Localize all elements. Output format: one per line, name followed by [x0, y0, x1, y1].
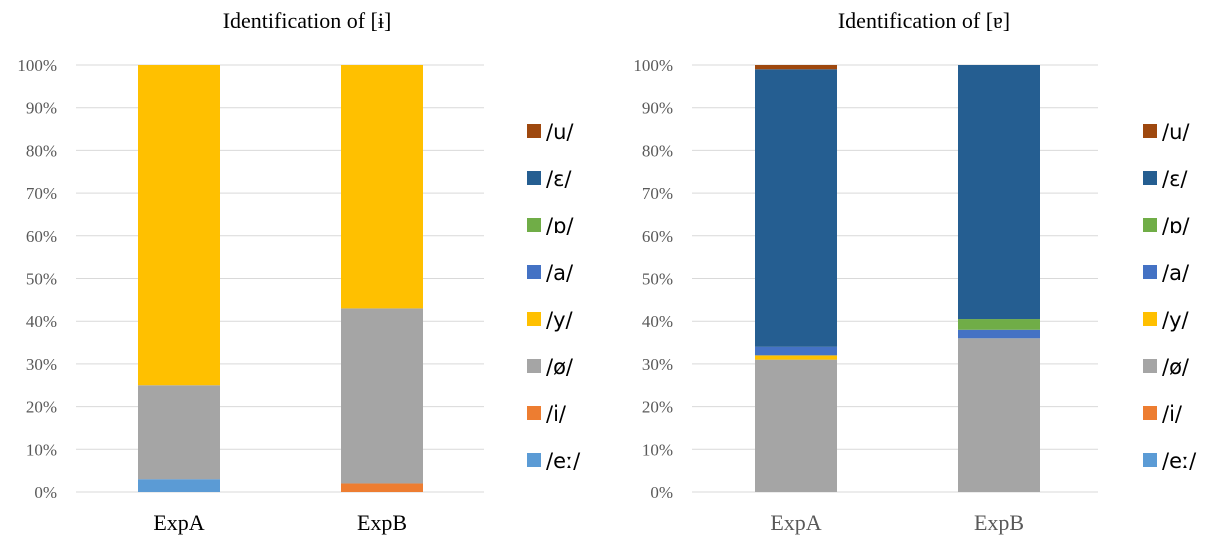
- legend-swatch: [527, 312, 541, 326]
- y-tick-label: 0%: [34, 483, 57, 502]
- legend-label: /eː/: [546, 449, 581, 473]
- legend-label: /y/: [546, 308, 574, 332]
- legend-swatch: [527, 171, 541, 185]
- legend-swatch: [1143, 218, 1157, 232]
- y-tick-label: 20%: [642, 398, 673, 417]
- chart-right: Identification of [ɐ] 0% 10% 20% 30% 40% 50% 60…: [633, 8, 1197, 535]
- legend-label: /y/: [1162, 308, 1190, 332]
- x-tick-label: ExpB: [357, 510, 407, 535]
- bar-segment: [138, 479, 220, 492]
- y-tick-label: 70%: [642, 184, 673, 203]
- legend-label: /i/: [1162, 402, 1183, 426]
- y-tick-label: 40%: [26, 312, 57, 331]
- bar-segment: [755, 346, 837, 356]
- bar-segment: [958, 329, 1040, 339]
- chart-left: Identification of [ɨ] 0% 10% 20% 30% 40% 50% 60…: [17, 8, 581, 535]
- bar-segment: [755, 359, 837, 492]
- legend-swatch: [1143, 171, 1157, 185]
- legend-swatch: [1143, 124, 1157, 138]
- y-tick-label: 60%: [26, 227, 57, 246]
- x-tick-label: ExpA: [770, 510, 821, 535]
- legend-label: /a/: [1162, 261, 1190, 285]
- legend-label: /eː/: [1162, 449, 1197, 473]
- bar-segment: [341, 65, 423, 309]
- y-tick-label: 30%: [26, 355, 57, 374]
- bar-segment: [755, 65, 837, 70]
- y-tick-label: 10%: [642, 440, 673, 459]
- bar-segment: [755, 355, 837, 360]
- bar-segment: [341, 308, 423, 484]
- y-tick-label: 100%: [17, 56, 57, 75]
- y-tick-label: 10%: [26, 440, 57, 459]
- legend-swatch: [1143, 359, 1157, 373]
- legend-label: /ø/: [1162, 355, 1190, 379]
- legend-label: /ɒ/: [546, 214, 574, 238]
- y-tick-label: 60%: [642, 227, 673, 246]
- legend-label: /ɒ/: [1162, 214, 1190, 238]
- chart-title: Identification of [ɐ]: [838, 8, 1010, 33]
- legend-swatch: [527, 453, 541, 467]
- x-tick-label: ExpA: [153, 510, 204, 535]
- bar-segment: [138, 65, 220, 386]
- y-tick-label: 0%: [650, 483, 673, 502]
- legend-label: /ɛ/: [546, 167, 572, 191]
- legend-swatch: [527, 359, 541, 373]
- legend-label: /ɛ/: [1162, 167, 1188, 191]
- legend-label: /ø/: [546, 355, 574, 379]
- bar-segment: [958, 338, 1040, 492]
- y-tick-label: 90%: [26, 99, 57, 118]
- y-tick-label: 40%: [642, 312, 673, 331]
- legend-swatch: [1143, 406, 1157, 420]
- y-tick-label: 70%: [26, 184, 57, 203]
- legend-swatch: [1143, 312, 1157, 326]
- legend-swatch: [527, 265, 541, 279]
- legend-label: /u/: [1162, 120, 1190, 144]
- legend-label: /u/: [546, 120, 574, 144]
- y-tick-label: 50%: [642, 270, 673, 289]
- y-tick-label: 20%: [26, 398, 57, 417]
- legend-label: /a/: [546, 261, 574, 285]
- bar-segment: [138, 385, 220, 480]
- y-tick-label: 30%: [642, 355, 673, 374]
- bar-segment: [958, 319, 1040, 330]
- y-tick-label: 50%: [26, 270, 57, 289]
- y-tick-label: 80%: [26, 141, 57, 160]
- bar-segment: [958, 65, 1040, 320]
- y-tick-label: 100%: [633, 56, 673, 75]
- bar-segment: [755, 69, 837, 347]
- legend-swatch: [1143, 453, 1157, 467]
- y-tick-label: 90%: [642, 99, 673, 118]
- bar-segment: [341, 483, 423, 492]
- legend-label: /i/: [546, 402, 567, 426]
- legend-swatch: [527, 406, 541, 420]
- legend-swatch: [527, 124, 541, 138]
- legend-swatch: [1143, 265, 1157, 279]
- x-tick-label: ExpB: [974, 510, 1024, 535]
- legend-swatch: [527, 218, 541, 232]
- y-tick-label: 80%: [642, 141, 673, 160]
- chart-title: Identification of [ɨ]: [223, 8, 392, 33]
